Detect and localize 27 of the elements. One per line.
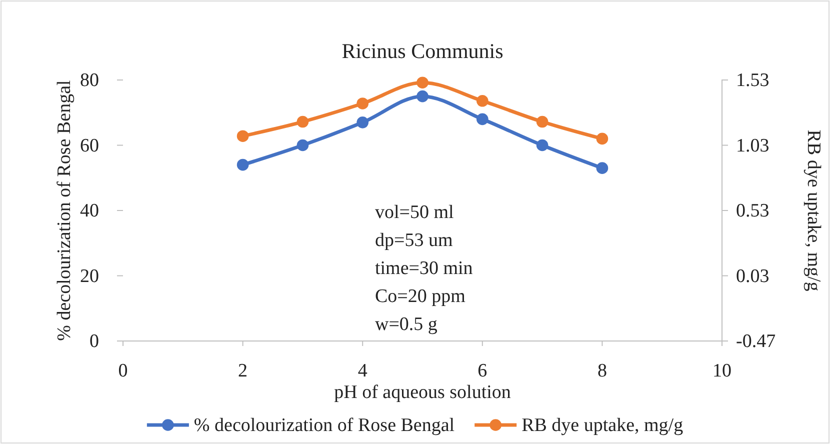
y-tick-label: 20	[80, 266, 99, 287]
x-tick-label: 10	[712, 360, 732, 382]
y-tick-label: 60	[80, 135, 99, 156]
legend-label: RB dye uptake, mg/g	[522, 415, 684, 436]
y-tick-label: 40	[80, 200, 99, 222]
y2-tick-label: -0.47	[736, 331, 776, 352]
x-tick-label: 2	[238, 360, 248, 382]
annotation: w=0.5 g	[375, 314, 438, 335]
y-tick-label: 80	[80, 70, 99, 92]
x-tick-label: 4	[358, 360, 368, 382]
y-axis-title: % decolourization of Rose Bengal	[54, 80, 75, 341]
chart-title: Ricinus Communis	[342, 39, 504, 63]
x-tick-label: 0	[118, 360, 128, 382]
y2-tick-label: 1.53	[736, 70, 770, 92]
annotation: dp=53 um	[375, 230, 453, 251]
x-tick-label: 6	[478, 360, 488, 382]
annotation: Co=20 ppm	[375, 286, 466, 307]
y2-tick-label: 0.53	[736, 200, 770, 222]
y2-axis-title: RB dye uptake, mg/g	[803, 130, 824, 292]
x-tick-label: 8	[597, 360, 607, 382]
x-axis-title: pH of aqueous solution	[334, 382, 512, 403]
annotation: vol=50 ml	[375, 202, 454, 223]
y2-tick-label: 0.03	[736, 266, 770, 287]
y-tick-label: 0	[90, 331, 99, 352]
y2-tick-label: 1.03	[736, 135, 770, 156]
legend-label: % decolourization of Rose Bengal	[194, 415, 455, 436]
annotation: time=30 min	[375, 258, 474, 279]
